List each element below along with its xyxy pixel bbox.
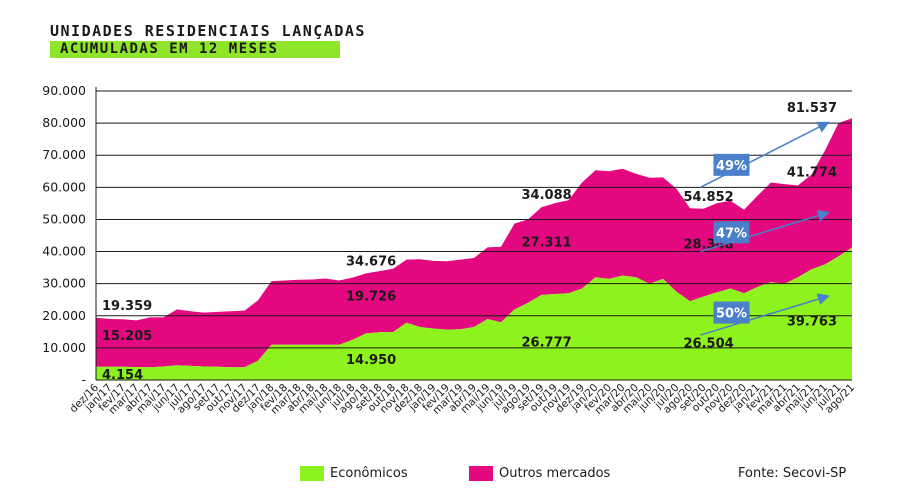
data-label-total: 34.676 [346, 254, 396, 269]
source-note: Fonte: Secovi-SP [738, 466, 847, 481]
y-tick-label: 10.000 [42, 340, 86, 355]
data-label-outros: 41.774 [787, 165, 837, 180]
data-label-total: 19.359 [102, 299, 152, 314]
callout-box [713, 301, 750, 324]
legend-swatch-outros [469, 466, 493, 481]
callout-label: 47% [716, 226, 747, 241]
chart-title: UNIDADES RESIDENCIAIS LANÇADAS [50, 22, 366, 40]
data-label-economicos: 26.504 [684, 336, 734, 351]
callout-box [713, 153, 750, 176]
callout-arrow [700, 293, 830, 336]
y-tick-label: 30.000 [42, 276, 86, 291]
data-label-outros: 27.311 [522, 236, 572, 251]
series-area-outros-mercados [96, 118, 852, 368]
data-label-economicos: 39.763 [787, 314, 837, 329]
data-label-outros: 15.205 [102, 329, 152, 344]
legend-economicos: Econômicos [300, 466, 408, 481]
series-area-economicos [96, 247, 852, 380]
y-tick-label: 90.000 [42, 83, 86, 98]
legend-outros: Outros mercados [469, 466, 610, 481]
data-label-economicos: 26.777 [522, 336, 572, 351]
y-tick-label: 50.000 [42, 211, 86, 226]
y-tick-label: 20.000 [42, 308, 86, 323]
y-tick-label: 40.000 [42, 244, 86, 259]
y-tick-label: - [81, 372, 86, 387]
callout-label: 49% [716, 159, 747, 174]
y-tick-label: 60.000 [42, 179, 86, 194]
legend-label-outros: Outros mercados [499, 466, 611, 481]
chart-subtitle: ACUMULADAS EM 12 MESES [50, 41, 340, 58]
data-label-total: 81.537 [787, 101, 837, 116]
data-label-outros: 19.726 [346, 289, 396, 304]
legend-swatch-economicos [300, 466, 324, 481]
plot-area: - 10.000 20.000 30.000 40.000 50.000 60.000 70.… [42, 83, 857, 417]
legend-label-economicos: Econômicos [330, 466, 408, 481]
callout-label: 50% [716, 307, 747, 322]
data-label-economicos: 4.154 [102, 368, 143, 383]
callout-arrow [700, 209, 830, 253]
y-tick-label: 70.000 [42, 147, 86, 162]
callout-arrow [700, 121, 830, 189]
data-label-economicos: 14.950 [346, 353, 396, 368]
callout-box [713, 221, 750, 244]
data-label-total: 54.852 [684, 190, 734, 205]
data-label-total: 34.088 [522, 188, 572, 203]
y-tick-label: 80.000 [42, 115, 86, 130]
